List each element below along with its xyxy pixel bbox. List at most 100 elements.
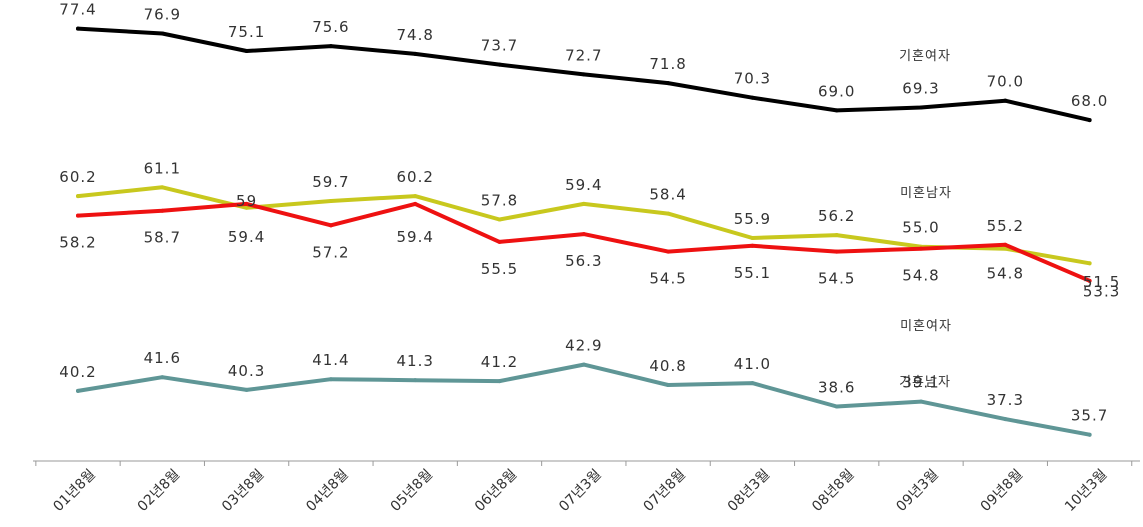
data-label: 40.2 <box>59 363 96 381</box>
data-label: 55.0 <box>902 219 939 237</box>
data-label: 56.2 <box>818 207 855 225</box>
data-label: 71.8 <box>649 55 686 73</box>
data-label: 60.2 <box>396 168 433 186</box>
x-tick-label: 07년3월 <box>556 467 604 515</box>
data-point <box>1003 417 1008 422</box>
x-tick-label: 08년8월 <box>809 467 857 515</box>
data-point <box>244 201 249 206</box>
data-label: 53.3 <box>1083 282 1120 300</box>
data-point <box>1087 278 1092 283</box>
data-label: 69.0 <box>818 82 855 100</box>
data-point <box>328 44 333 49</box>
x-tick-label: 09년3월 <box>893 467 941 515</box>
x-tick-label: 01년8월 <box>50 467 98 515</box>
data-point <box>160 31 165 36</box>
data-label: 54.8 <box>902 267 939 285</box>
data-point <box>666 249 671 254</box>
data-point <box>413 51 418 56</box>
data-label: 42.9 <box>565 337 602 355</box>
data-label: 58.7 <box>144 229 181 247</box>
data-point <box>76 26 80 31</box>
data-point <box>750 95 755 100</box>
data-point <box>834 108 839 113</box>
data-label: 58.4 <box>649 186 686 204</box>
series-name-label: 기혼남자 <box>899 375 951 390</box>
data-label: 41.6 <box>144 349 181 367</box>
data-point <box>1003 246 1008 251</box>
data-label: 59 <box>236 192 257 210</box>
data-label: 75.1 <box>228 23 265 41</box>
data-point <box>160 375 165 380</box>
series-name-label: 기혼여자 <box>899 49 951 64</box>
data-label: 61.1 <box>144 159 181 177</box>
data-point <box>76 194 80 199</box>
data-label: 54.8 <box>987 265 1024 283</box>
data-point <box>581 72 586 77</box>
data-point <box>919 399 923 404</box>
data-label: 54.5 <box>818 270 855 288</box>
data-label: 57.8 <box>481 191 518 209</box>
data-label: 39.1 <box>902 374 939 392</box>
data-label: 54.5 <box>649 270 686 288</box>
x-tick-label: 05년8월 <box>388 467 436 515</box>
data-point <box>1087 118 1092 123</box>
x-tick-label: 02년8월 <box>135 467 183 515</box>
x-tick-label: 06년8월 <box>472 467 520 515</box>
data-point <box>919 246 923 251</box>
data-label: 59.7 <box>312 173 349 191</box>
data-label: 72.7 <box>565 46 602 64</box>
data-label: 56.3 <box>565 252 602 270</box>
series-name-label: 미혼남자 <box>900 186 952 201</box>
data-point <box>666 211 671 216</box>
data-label: 55.9 <box>734 210 771 228</box>
data-label: 59.4 <box>396 228 433 246</box>
data-point <box>750 235 755 240</box>
data-point <box>244 205 249 210</box>
data-point <box>76 213 80 218</box>
data-point <box>581 232 586 237</box>
data-label: 40.3 <box>228 362 265 380</box>
data-point <box>328 223 333 228</box>
data-point <box>160 185 165 190</box>
data-label: 38.6 <box>818 378 855 396</box>
data-label: 59.4 <box>565 176 602 194</box>
data-point <box>497 379 502 384</box>
data-point <box>497 62 502 67</box>
data-point <box>1087 261 1092 266</box>
data-label: 35.7 <box>1071 407 1108 425</box>
data-label: 41.4 <box>312 351 349 369</box>
data-label: 68.0 <box>1071 92 1108 110</box>
x-tick-label: 07년8월 <box>641 467 689 515</box>
data-point <box>834 404 839 409</box>
data-label: 55.1 <box>734 264 771 282</box>
data-point <box>328 377 333 382</box>
data-point <box>834 233 839 238</box>
data-point <box>581 201 586 206</box>
data-point <box>413 378 418 383</box>
data-label: 41.2 <box>481 353 518 371</box>
data-label: 60.2 <box>59 168 96 186</box>
data-point <box>497 239 502 244</box>
data-label: 51.5 <box>1083 273 1120 291</box>
data-label: 74.8 <box>396 26 433 44</box>
data-label: 55.2 <box>987 217 1024 235</box>
data-label: 70.0 <box>987 73 1024 91</box>
data-label: 55.5 <box>481 260 518 278</box>
data-point <box>1003 98 1008 103</box>
data-label: 41.0 <box>734 355 771 373</box>
data-point <box>76 388 80 393</box>
data-label: 59.4 <box>228 228 265 246</box>
data-label: 37.3 <box>987 391 1024 409</box>
series-name-label: 미혼여자 <box>900 319 952 334</box>
data-label: 57.2 <box>312 243 349 261</box>
data-point <box>834 249 839 254</box>
data-point <box>497 217 502 222</box>
data-label: 76.9 <box>144 5 181 23</box>
x-tick-label: 08년3월 <box>725 467 773 515</box>
data-point <box>750 381 755 386</box>
data-point <box>413 194 418 199</box>
data-point <box>413 201 418 206</box>
data-point <box>244 48 249 53</box>
